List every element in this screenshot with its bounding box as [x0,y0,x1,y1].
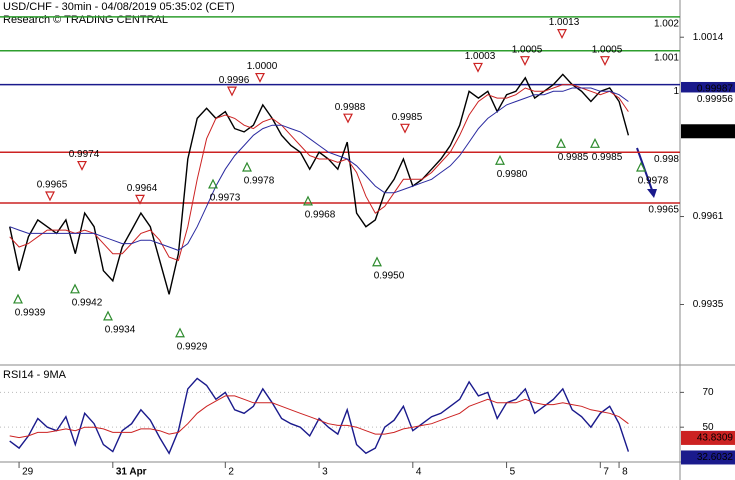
x-tick-label: 8 [622,467,628,478]
value-box [681,92,735,107]
series-line [9,73,630,295]
y-tick-label: 0.9935 [693,299,724,310]
trough-label: 0.9950 [374,270,405,281]
trough-marker [70,283,80,294]
peak-label: 1.0013 [549,17,580,28]
trough-label: 0.9978 [244,176,275,187]
trough-marker [242,161,252,172]
trough-marker [636,161,646,172]
series-line [9,377,630,455]
level-label: 1.002 [654,19,679,30]
x-tick-label: 5 [510,467,516,478]
trough-marker [13,293,23,304]
peak-marker [135,194,145,205]
peak-marker [600,56,610,67]
value-box-label: 0.99862 [697,126,734,137]
peak-marker [45,191,55,202]
peak-marker [77,160,87,171]
trough-marker [103,310,113,321]
level-label: 0.998 [654,154,679,165]
peak-marker [255,72,265,83]
x-tick-label: 31 Apr [116,467,147,478]
peak-marker [557,28,567,39]
trough-label: 0.9968 [305,209,336,220]
value-box [681,430,735,445]
x-tick-label: 29 [22,467,34,478]
trough-label: 0.9978 [638,176,669,187]
peak-label: 1.0000 [247,61,278,72]
peak-label: 0.9988 [335,102,366,113]
y-tick-label: 50 [702,422,714,433]
forecast-arrowhead [647,189,657,198]
trough-marker [175,327,185,338]
trough-marker [495,154,505,165]
value-box-label: 43.8309 [697,433,734,444]
trough-label: 0.9985 [558,152,589,163]
peak-label: 0.9974 [69,149,100,160]
trough-marker [208,178,218,189]
chart-title: USD/CHF - 30min - 04/08/2019 05:35:02 (C… [3,1,235,13]
peak-label: 0.9985 [392,112,423,123]
level-label: 1 [673,86,679,97]
rsi-title: RSI14 - 9MA [3,369,67,381]
peak-label: 1.0005 [592,44,623,55]
series-line [9,395,629,439]
trough-label: 0.9942 [72,297,103,308]
x-tick-label: 7 [603,467,609,478]
peak-marker [400,123,410,134]
trough-marker [590,137,600,148]
peak-label: 1.0005 [512,44,543,55]
trough-label: 0.9985 [592,152,623,163]
level-label: 0.9965 [648,205,679,216]
x-tick-label: 4 [416,467,422,478]
value-box-label: 0.99987 [697,84,734,95]
trough-label: 0.9980 [497,169,528,180]
y-tick-label: 0.9961 [693,211,724,222]
peak-marker [473,62,483,73]
value-box [681,450,735,465]
chart-subtitle: Research © TRADING CENTRAL [3,14,168,26]
value-box-label: 0.99956 [697,94,734,105]
trough-marker [556,137,566,148]
trough-label: 0.9973 [210,193,241,204]
level-label: 1.001 [654,52,679,63]
peak-marker [227,86,237,97]
series-line [9,87,629,251]
peak-label: 0.9965 [37,180,68,191]
series-line [9,84,629,262]
trough-label: 0.9939 [15,308,46,319]
x-tick-label: 2 [228,467,234,478]
y-tick-label: 1.0014 [693,32,724,43]
trough-label: 0.9929 [177,341,208,352]
peak-label: 1.0003 [465,51,496,62]
peak-label: 0.9996 [219,75,250,86]
trough-marker [372,256,382,267]
x-tick-label: 3 [322,467,328,478]
value-box-label: 32.6032 [697,452,734,463]
peak-marker [520,56,530,67]
trough-label: 0.9934 [105,325,136,336]
value-box [681,124,735,139]
trough-marker [303,195,313,206]
peak-marker [343,113,353,124]
peak-label: 0.9964 [127,183,158,194]
y-tick-label: 70 [702,387,714,398]
